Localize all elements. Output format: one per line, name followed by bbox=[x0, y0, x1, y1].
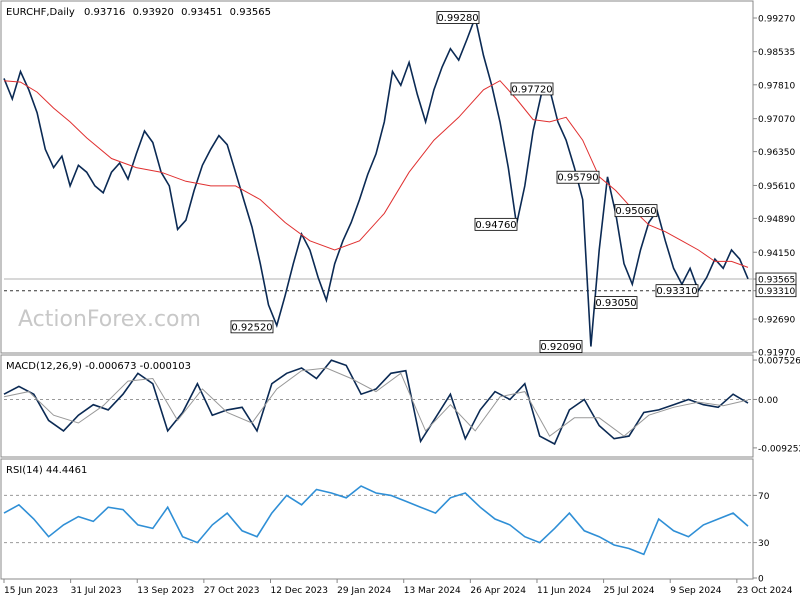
x-tick-label: 9 Sep 2024 bbox=[670, 586, 722, 596]
price-header-symbol: EURCHF,Daily bbox=[6, 7, 75, 18]
price-panel-frame bbox=[0, 0, 754, 354]
y-tick-label: 0.94150 bbox=[758, 249, 795, 259]
price-annotation-box bbox=[556, 170, 600, 184]
price-annotation-label: 0.92520 bbox=[231, 322, 272, 333]
macd-lines bbox=[3, 359, 753, 446]
price-header-close: 0.93565 bbox=[230, 7, 271, 18]
x-axis: 15 Jun 2023 31 Jul 2023 13 Sep 2023 27 Oct … bbox=[3, 579, 793, 596]
y-tick-label: 0.97070 bbox=[758, 115, 795, 125]
price-annotation-label: 0.95790 bbox=[557, 173, 598, 184]
series-line bbox=[3, 359, 749, 446]
price-axis: 0.99270 0.98535 0.97810 0.97070 0.96350 0.956… bbox=[753, 15, 797, 359]
x-tick-label: 23 Oct 2024 bbox=[737, 586, 793, 596]
price-marker-box bbox=[755, 284, 797, 298]
price-annotation-box bbox=[474, 217, 518, 231]
x-tick-label: 15 Jun 2023 bbox=[4, 586, 58, 596]
macd-panel-frame bbox=[0, 354, 754, 458]
macd-axis: 0.007526 0.00 -0.009252 bbox=[753, 357, 800, 454]
price-annotation-box bbox=[436, 11, 480, 24]
price-annotation: 0.95790 bbox=[556, 170, 600, 184]
price-annotation: 0.92520 bbox=[230, 320, 274, 334]
price-annotation: 0.99280 bbox=[436, 11, 480, 24]
price-annotation-label: 0.99280 bbox=[437, 13, 478, 24]
y-tick-label: 0.91970 bbox=[758, 349, 795, 359]
y-tick-label: 0.96350 bbox=[758, 148, 795, 158]
series-line bbox=[3, 80, 749, 268]
x-tick-label: 25 Jul 2024 bbox=[604, 586, 655, 596]
price-annotation: 0.94760 bbox=[474, 217, 518, 231]
price-annotation-label: 0.92090 bbox=[540, 342, 581, 353]
y-tick-label: 0.95610 bbox=[758, 182, 795, 192]
price-header-low: 0.93451 bbox=[181, 7, 222, 18]
price-annotation: 0.97720 bbox=[510, 82, 554, 96]
price-annotation-box bbox=[230, 320, 274, 334]
y-tick-label: -0.009252 bbox=[758, 444, 800, 454]
y-tick-label: 0.00 bbox=[758, 396, 778, 406]
price-annotation-label: 0.97720 bbox=[511, 84, 552, 95]
x-tick-label: 26 Apr 2024 bbox=[470, 586, 526, 596]
x-tick-label: 12 Dec 2023 bbox=[270, 586, 328, 596]
x-tick-label: 11 Jun 2024 bbox=[537, 586, 591, 596]
price-annotation-box bbox=[539, 340, 583, 353]
macd-label: MACD(12,26,9) -0.000673 -0.000103 bbox=[6, 361, 191, 372]
y-tick-label: 0.93310 bbox=[758, 287, 795, 297]
y-tick-label: 0 bbox=[758, 575, 764, 585]
price-annotation-box bbox=[594, 296, 638, 309]
y-tick-label: 0.99270 bbox=[758, 15, 795, 25]
rsi-label: RSI(14) 44.4461 bbox=[6, 465, 87, 476]
watermark: ActionForex.com bbox=[18, 307, 201, 332]
x-tick-label: 31 Jul 2023 bbox=[71, 586, 122, 596]
price-header-open: 0.93716 bbox=[84, 7, 125, 18]
price-annotation: 0.95060 bbox=[614, 204, 658, 218]
price-annotation: 0.93050 bbox=[594, 296, 638, 309]
x-tick-label: 27 Oct 2023 bbox=[204, 586, 260, 596]
y-tick-label: 0.94890 bbox=[758, 215, 795, 225]
y-tick-label: 0.93565 bbox=[758, 276, 795, 286]
x-tick-label: 29 Jan 2024 bbox=[337, 586, 391, 596]
y-tick-label: 0.98535 bbox=[758, 48, 795, 58]
price-annotation-label: 0.94760 bbox=[475, 220, 516, 231]
price-header-high: 0.93920 bbox=[133, 7, 174, 18]
x-tick-label: 13 Mar 2024 bbox=[404, 586, 461, 596]
series-line bbox=[3, 14, 749, 347]
rsi-lines bbox=[3, 485, 753, 556]
series-line bbox=[3, 485, 749, 556]
price-annotation-box bbox=[614, 204, 658, 218]
y-tick-label: 30 bbox=[758, 539, 770, 549]
series-line bbox=[3, 367, 749, 437]
price-annotation: 0.92090 bbox=[539, 340, 583, 353]
price-annotation-label: 0.93050 bbox=[595, 298, 636, 309]
y-tick-label: 0.92690 bbox=[758, 316, 795, 326]
price-annotation-label: 0.95060 bbox=[615, 206, 656, 217]
y-tick-label: 0.007526 bbox=[758, 357, 800, 367]
x-tick-label: 13 Sep 2023 bbox=[137, 586, 194, 596]
rsi-axis: 70 30 0 bbox=[753, 492, 770, 585]
price-header: EURCHF,Daily 0.93716 0.93920 0.93451 0.9… bbox=[6, 7, 271, 18]
rsi-panel-frame bbox=[0, 458, 754, 580]
price-annotation-label: 0.93310 bbox=[656, 286, 697, 297]
price-lines: 0.99280 0.97720 0.95790 0.95060 0.94760 0.933… bbox=[3, 11, 753, 353]
price-annotation-box bbox=[510, 82, 554, 96]
y-tick-label: 0.97810 bbox=[758, 81, 795, 91]
price-annotation-box bbox=[655, 284, 699, 298]
y-tick-label: 70 bbox=[758, 492, 770, 502]
price-annotation: 0.93310 bbox=[655, 284, 699, 298]
